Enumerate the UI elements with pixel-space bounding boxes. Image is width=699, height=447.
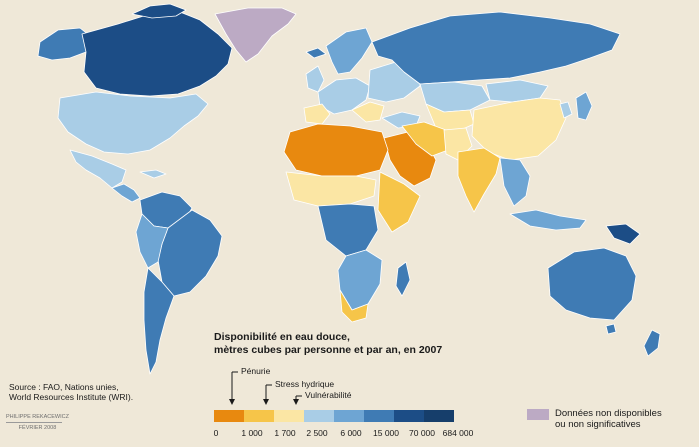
threshold-vulnerabilite: Vulnérabilité — [305, 390, 352, 400]
region-china — [471, 97, 567, 161]
legend-no-data: Données non disponibles ou non significa… — [527, 408, 662, 430]
region-greenland — [214, 7, 297, 63]
no-data-label-2: ou non significatives — [555, 419, 641, 430]
legend-tick: 1 000 — [241, 428, 263, 438]
threshold-stress: Stress hydrique — [275, 379, 335, 389]
legend-title: Disponibilité en eau douce, mètres cubes… — [214, 331, 442, 357]
no-data-label-1: Données non disponibles — [555, 408, 662, 419]
legend-title-line-1: Disponibilité en eau douce, — [214, 331, 350, 343]
region-papua-new-guinea — [605, 223, 641, 245]
legend-swatch-1 — [214, 410, 244, 422]
region-usa — [57, 91, 209, 155]
legend-ticks: 0 1 000 1 700 2 500 6 000 15 000 70 000 … — [200, 428, 480, 442]
legend-tick: 0 — [213, 428, 219, 438]
legend-swatch-4 — [304, 410, 334, 422]
source-line-1: Source : FAO, Nations unies, — [9, 382, 119, 392]
legend-swatch-7 — [394, 410, 424, 422]
region-australia — [547, 247, 637, 321]
region-turkey — [381, 111, 421, 129]
region-balkans — [351, 101, 385, 123]
legend-tick: 6 000 — [340, 428, 362, 438]
region-east-africa-horn — [377, 171, 421, 233]
region-scandinavia — [325, 27, 373, 75]
legend-swatch-6 — [364, 410, 394, 422]
region-canada-arctic-islands — [131, 3, 187, 19]
region-madagascar — [395, 261, 411, 297]
legend-swatch-5 — [334, 410, 364, 422]
region-peru-bolivia — [135, 213, 169, 269]
legend-tick: 684 000 — [442, 428, 474, 438]
source-line-2: World Resources Institute (WRI). — [9, 392, 134, 402]
region-iberia — [303, 103, 331, 125]
region-tasmania — [605, 323, 617, 335]
author-credit: PHILIPPE REKACEWICZ FÉVRIER 2008 — [6, 413, 69, 432]
region-japan — [575, 91, 593, 121]
credit-date: FÉVRIER 2008 — [18, 425, 57, 431]
legend-swatch-8 — [424, 410, 454, 422]
region-india — [457, 147, 501, 213]
region-russia — [371, 11, 621, 85]
legend-tick: 70 000 — [409, 428, 435, 438]
legend-tick: 1 700 — [274, 428, 296, 438]
credit-author: PHILIPPE REKACEWICZ — [6, 414, 69, 420]
legend-tick: 2 500 — [306, 428, 328, 438]
threshold-penurie: Pénurie — [241, 366, 271, 376]
region-new-zealand — [643, 329, 661, 357]
region-south-africa — [339, 289, 369, 323]
region-mexico — [69, 149, 127, 189]
legend-swatch-2 — [244, 410, 274, 422]
legend-color-scale — [214, 410, 454, 422]
region-uk-ireland — [305, 65, 325, 93]
region-sahel — [285, 171, 377, 207]
region-cuba — [139, 169, 167, 179]
legend-swatch-3 — [274, 410, 304, 422]
region-indonesia — [509, 209, 587, 231]
legend-tick: 15 000 — [373, 428, 399, 438]
credit-divider — [6, 422, 62, 423]
region-central-america — [111, 183, 141, 203]
region-southeast-asia — [499, 157, 531, 207]
region-central-africa — [317, 203, 379, 257]
region-korea — [559, 101, 573, 119]
region-north-africa — [283, 123, 389, 177]
region-iceland — [305, 47, 327, 59]
source-note: Source : FAO, Nations unies, World Resou… — [9, 382, 133, 402]
legend-title-line-2: mètres cubes par personne et par an, en … — [214, 344, 443, 356]
no-data-swatch — [527, 409, 549, 420]
region-argentina-chile — [143, 267, 175, 375]
